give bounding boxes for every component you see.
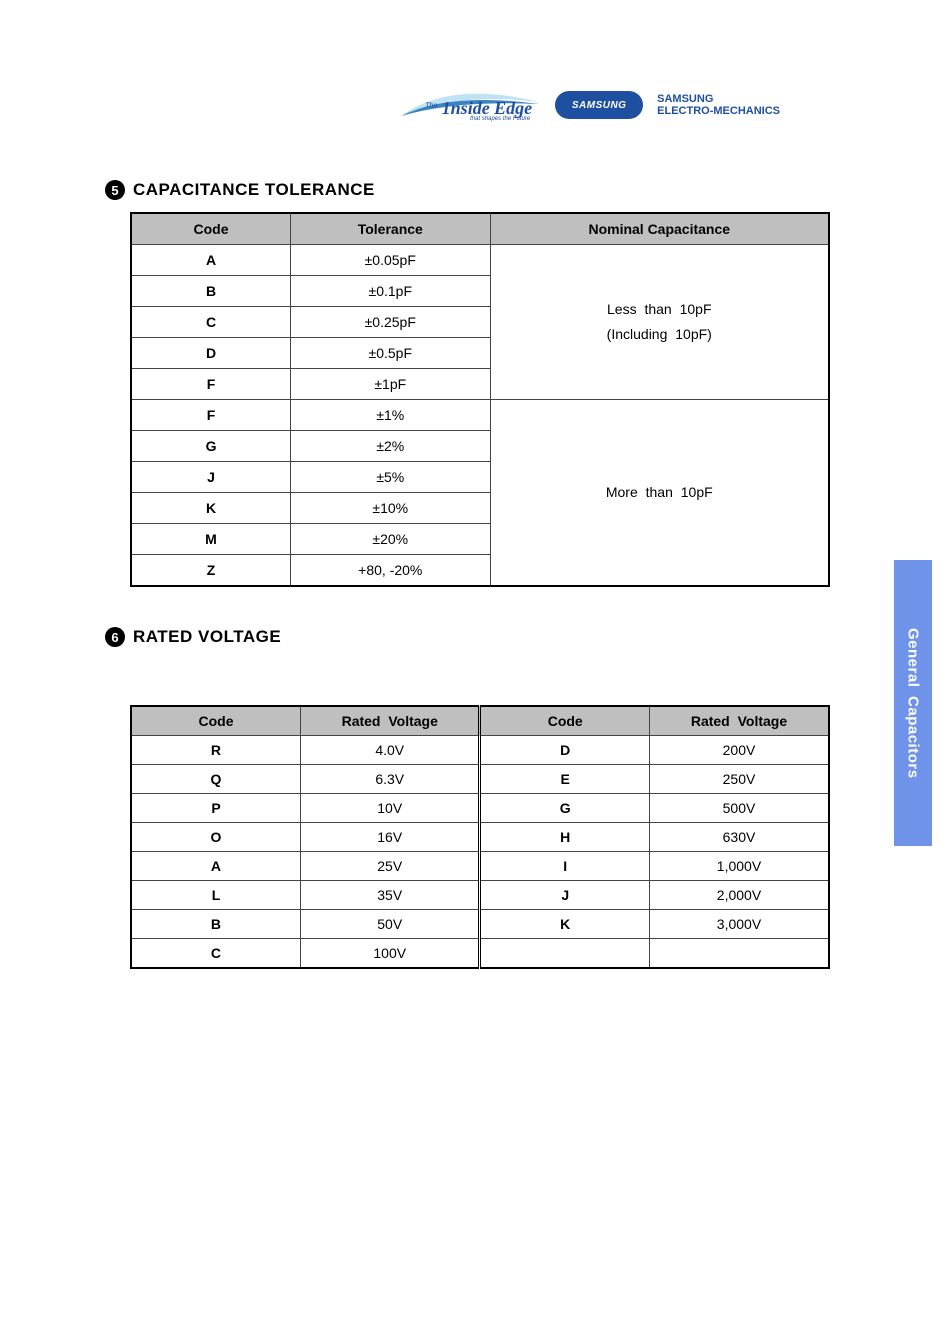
logo-samsung-em: SAMSUNG ELECTRO-MECHANICS <box>657 93 780 117</box>
tolerance-code-cell: F <box>131 400 291 431</box>
tolerance-value-cell: ±1pF <box>291 369 490 400</box>
voltage-value-cell: 100V <box>300 939 480 969</box>
voltage-code-cell: C <box>131 939 300 969</box>
tolerance-code-cell: D <box>131 338 291 369</box>
rated-voltage-table-wrap: CodeRated VoltageCodeRated VoltageR4.0VD… <box>105 705 780 969</box>
document-page: The 1nside Edge that shapes the Future S… <box>0 0 870 969</box>
tolerance-value-cell: ±10% <box>291 493 490 524</box>
logo-prefix: The <box>425 103 437 110</box>
nominal-capacitance-cell: More than 10pF <box>490 400 829 587</box>
logo-inside-edge: The 1nside Edge that shapes the Future <box>401 86 541 124</box>
voltage-value-cell: 4.0V <box>300 736 480 765</box>
table-row: C100V <box>131 939 829 969</box>
voltage-code-cell: O <box>131 823 300 852</box>
section-5-title: CAPACITANCE TOLERANCE <box>133 180 375 200</box>
voltage-value-cell: 16V <box>300 823 480 852</box>
tolerance-code-cell: A <box>131 245 291 276</box>
tolerance-code-cell: J <box>131 462 291 493</box>
tolerance-code-cell: C <box>131 307 291 338</box>
tolerance-value-cell: ±0.1pF <box>291 276 490 307</box>
logo-row: The 1nside Edge that shapes the Future S… <box>105 85 780 125</box>
nominal-capacitance-cell: Less than 10pF(Including 10pF) <box>490 245 829 400</box>
voltage-code-cell: J <box>480 881 649 910</box>
voltage-code-cell: H <box>480 823 649 852</box>
table-row: F±1%More than 10pF <box>131 400 829 431</box>
voltage-code-cell: K <box>480 910 649 939</box>
table-row: R4.0VD200V <box>131 736 829 765</box>
tolerance-col-header: Tolerance <box>291 213 490 245</box>
voltage-value-cell: 10V <box>300 794 480 823</box>
voltage-value-cell: 50V <box>300 910 480 939</box>
tolerance-value-cell: ±0.05pF <box>291 245 490 276</box>
rated-voltage-table: CodeRated VoltageCodeRated VoltageR4.0VD… <box>130 705 830 969</box>
logo-main-text: 1nside Edge <box>442 98 533 118</box>
voltage-value-cell: 250V <box>649 765 829 794</box>
bullet-6-icon: 6 <box>105 627 125 647</box>
tolerance-code-cell: K <box>131 493 291 524</box>
voltage-value-cell: 6.3V <box>300 765 480 794</box>
table-row: A±0.05pFLess than 10pF(Including 10pF) <box>131 245 829 276</box>
tolerance-code-cell: M <box>131 524 291 555</box>
voltage-code-cell: E <box>480 765 649 794</box>
voltage-code-cell: R <box>131 736 300 765</box>
capacitance-tolerance-table-wrap: CodeToleranceNominal CapacitanceA±0.05pF… <box>105 212 780 587</box>
tolerance-code-cell: B <box>131 276 291 307</box>
logo-sem-line1: SAMSUNG <box>657 93 780 105</box>
voltage-code-cell: P <box>131 794 300 823</box>
voltage-code-cell: G <box>480 794 649 823</box>
tolerance-col-header: Nominal Capacitance <box>490 213 829 245</box>
table-row: P10VG500V <box>131 794 829 823</box>
voltage-col-header: Code <box>131 706 300 736</box>
tolerance-col-header: Code <box>131 213 291 245</box>
table-row: L35VJ2,000V <box>131 881 829 910</box>
section-6-heading: 6 RATED VOLTAGE <box>105 627 780 647</box>
voltage-code-cell: Q <box>131 765 300 794</box>
voltage-col-header: Rated Voltage <box>300 706 480 736</box>
tolerance-code-cell: G <box>131 431 291 462</box>
tolerance-value-cell: ±1% <box>291 400 490 431</box>
section-5-heading: 5 CAPACITANCE TOLERANCE <box>105 180 780 200</box>
voltage-code-cell: A <box>131 852 300 881</box>
voltage-value-cell: 200V <box>649 736 829 765</box>
voltage-value-cell: 25V <box>300 852 480 881</box>
voltage-value-cell: 35V <box>300 881 480 910</box>
bullet-5-icon: 5 <box>105 180 125 200</box>
voltage-value-cell: 3,000V <box>649 910 829 939</box>
table-row: A25VI1,000V <box>131 852 829 881</box>
side-tab: General Capacitors <box>894 560 932 846</box>
voltage-code-cell: L <box>131 881 300 910</box>
table-row: O16VH630V <box>131 823 829 852</box>
tolerance-code-cell: Z <box>131 555 291 587</box>
voltage-value-cell <box>649 939 829 969</box>
voltage-code-cell: D <box>480 736 649 765</box>
voltage-col-header: Rated Voltage <box>649 706 829 736</box>
tolerance-value-cell: ±5% <box>291 462 490 493</box>
tolerance-value-cell: ±0.5pF <box>291 338 490 369</box>
tolerance-value-cell: ±0.25pF <box>291 307 490 338</box>
logo-samsung-text: SAMSUNG <box>572 100 627 111</box>
tolerance-code-cell: F <box>131 369 291 400</box>
voltage-code-cell <box>480 939 649 969</box>
table-row: B50VK3,000V <box>131 910 829 939</box>
voltage-value-cell: 2,000V <box>649 881 829 910</box>
tolerance-value-cell: ±20% <box>291 524 490 555</box>
voltage-code-cell: B <box>131 910 300 939</box>
side-tab-label: General Capacitors <box>905 628 922 779</box>
voltage-col-header: Code <box>480 706 649 736</box>
voltage-code-cell: I <box>480 852 649 881</box>
logo-samsung-pill: SAMSUNG <box>555 91 643 119</box>
logo-sem-line2: ELECTRO-MECHANICS <box>657 105 780 117</box>
table-row: Q6.3VE250V <box>131 765 829 794</box>
section-6-title: RATED VOLTAGE <box>133 627 281 647</box>
voltage-value-cell: 500V <box>649 794 829 823</box>
voltage-value-cell: 630V <box>649 823 829 852</box>
voltage-value-cell: 1,000V <box>649 852 829 881</box>
tolerance-value-cell: ±2% <box>291 431 490 462</box>
tolerance-value-cell: +80, -20% <box>291 555 490 587</box>
capacitance-tolerance-table: CodeToleranceNominal CapacitanceA±0.05pF… <box>130 212 830 587</box>
